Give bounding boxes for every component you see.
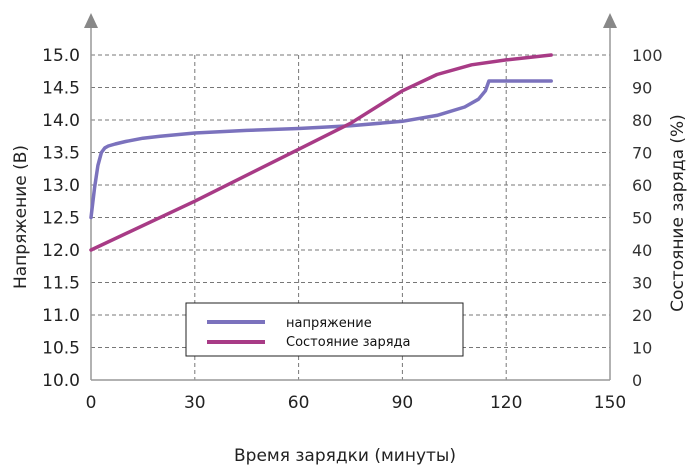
y-right-tick-label: 90 <box>632 79 652 98</box>
y-left-tick-label: 15.0 <box>42 46 80 66</box>
y-right-tick-label: 70 <box>632 144 652 163</box>
y-left-tick-label: 11.0 <box>42 306 80 326</box>
y-right-tick-label: 20 <box>632 306 652 325</box>
y-left-tick-label: 14.5 <box>42 79 80 99</box>
axes <box>84 13 617 381</box>
x-tick-label: 30 <box>184 393 206 413</box>
legend: напряжение Состояние заряда <box>185 302 464 357</box>
x-tick-label: 60 <box>288 393 310 413</box>
legend-label-voltage: напряжение <box>286 316 372 331</box>
y-right-tick-label: 50 <box>632 209 652 228</box>
x-tick-label: 90 <box>392 393 414 413</box>
y-left-tick-label: 12.5 <box>42 209 80 229</box>
series-lines <box>89 53 553 252</box>
legend-label-state-of-charge: Состояние заряда <box>286 335 411 350</box>
tick-labels: 0 30 60 90 120 150 10.0 10.5 11.0 11.5 12.0 12.5 13.… <box>42 46 662 413</box>
y-left-tick-label: 14.0 <box>42 111 80 131</box>
y-right-tick-label: 30 <box>632 274 652 293</box>
y-left-tick-label: 12.0 <box>42 241 80 261</box>
y-right-tick-label: 80 <box>632 111 652 130</box>
y-right-tick-label: 10 <box>632 339 652 358</box>
y-left-arrow-icon <box>84 13 98 28</box>
state-of-charge-line <box>89 53 553 252</box>
y-right-axis-title: Состояние заряда (%) <box>668 114 688 312</box>
y-right-tick-label: 60 <box>632 176 652 195</box>
y-right-tick-label: 0 <box>632 371 642 390</box>
x-axis-title: Время зарядки (минуты) <box>234 446 456 466</box>
y-left-tick-label: 10.5 <box>42 339 80 359</box>
y-right-tick-label: 100 <box>632 46 663 65</box>
y-right-arrow-icon <box>603 13 617 28</box>
voltage-line <box>89 79 553 220</box>
y-left-axis-title: Напряжение (В) <box>11 145 31 289</box>
y-left-tick-label: 13.5 <box>42 144 80 164</box>
x-tick-label: 0 <box>86 393 97 413</box>
y-left-tick-label: 13.0 <box>42 176 80 196</box>
x-tick-label: 150 <box>594 393 626 413</box>
y-right-tick-label: 40 <box>632 241 652 260</box>
y-left-tick-label: 10.0 <box>42 371 80 391</box>
legend-box <box>185 302 464 357</box>
y-left-tick-label: 11.5 <box>42 274 80 294</box>
x-tick-label: 120 <box>490 393 522 413</box>
